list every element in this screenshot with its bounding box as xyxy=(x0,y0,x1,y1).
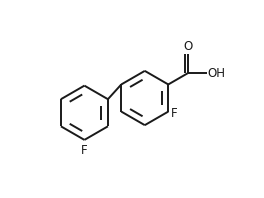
Text: O: O xyxy=(183,40,192,53)
Text: F: F xyxy=(81,144,88,157)
Text: F: F xyxy=(171,107,177,120)
Text: OH: OH xyxy=(208,67,225,80)
